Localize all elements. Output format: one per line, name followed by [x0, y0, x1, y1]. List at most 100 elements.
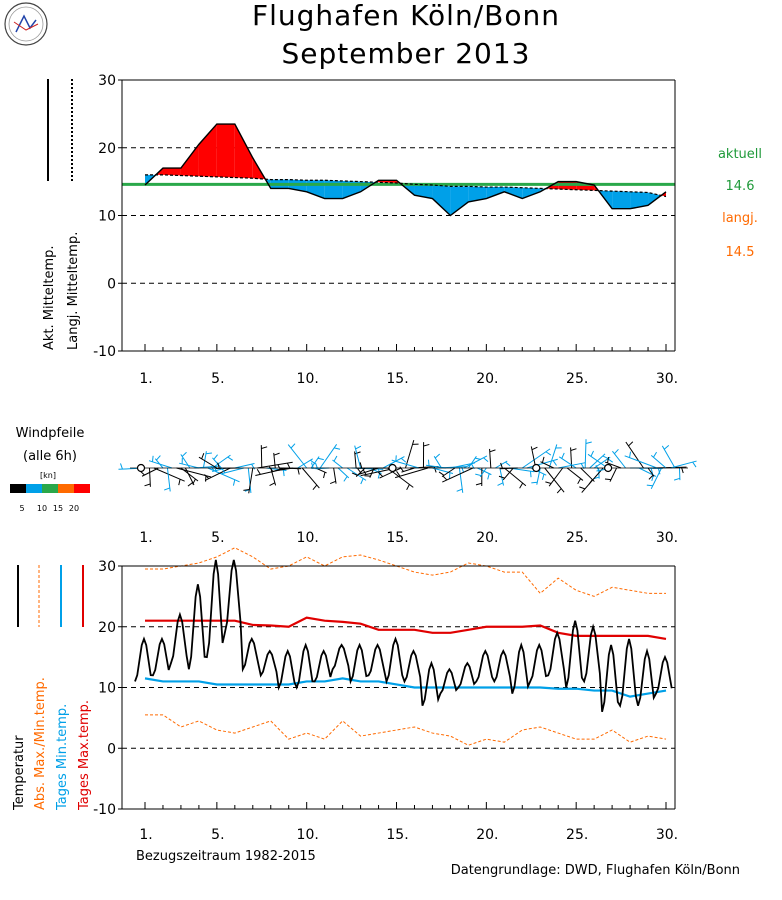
wind-unit: [kn] [40, 471, 56, 480]
wind-barb [607, 456, 610, 464]
wind-barb [541, 456, 545, 463]
anomaly-area [162, 168, 181, 176]
wind-arrow [270, 467, 277, 486]
wind-scale-swatch [74, 484, 90, 493]
wind-barb [359, 462, 363, 469]
wind-arrow [179, 462, 200, 469]
wind-barb [362, 469, 367, 475]
mean-temperature-panel: -10 0 10 20 30 1. 5. 10. 15. 20. 25. 30. Akt. Mitte… [42, 73, 762, 387]
wind-arrow [612, 450, 626, 469]
wind-barb [585, 441, 592, 444]
wind-arrow [489, 448, 492, 469]
wind-barb [427, 459, 430, 466]
wind-arrow [463, 455, 488, 469]
wind-barb [657, 468, 661, 475]
calm-circle [532, 463, 541, 473]
wind-barb [277, 464, 281, 471]
wind-arrows [118, 439, 697, 494]
wind-barb [541, 473, 545, 481]
chart-subtitle: September 2013 [282, 37, 531, 70]
x-tick-label: 10. [297, 371, 319, 387]
wind-title-line1: Windpfeile [16, 426, 85, 441]
wind-arrow [337, 467, 350, 479]
wind-arrow [212, 457, 222, 469]
x-tick-label: 15. [386, 827, 408, 843]
x-tick-label: 20. [476, 371, 498, 387]
ylabel-temperature: Temperatur [12, 735, 27, 811]
wind-barb [333, 455, 338, 462]
wind-arrow [566, 467, 584, 481]
wind-barb [531, 446, 538, 451]
y-tick-label: 10 [98, 681, 116, 697]
wind-barb [312, 484, 318, 490]
y-tick-label: 0 [107, 741, 116, 757]
x-tick-label: 1. [139, 371, 152, 387]
wind-barb [590, 450, 594, 457]
y-tick-label: 30 [98, 73, 116, 89]
wind-barb [434, 453, 441, 459]
wind-barb [378, 472, 384, 477]
wind-arrow [247, 467, 252, 494]
wind-barb [282, 470, 285, 477]
chart-title: Flughafen Köln/Bonn [252, 0, 560, 32]
data-source: Datengrundlage: DWD, Flughafen Köln/Bonn [451, 863, 740, 878]
wind-panel-x-ticks: 1. 5. 10. 15. 20. 25. 30. [139, 530, 678, 546]
wind-title-line2: (alle 6h) [23, 449, 77, 464]
daily-temperature-panel: -10 0 10 20 30 1. 5. 10. 15. 20. 25. 30. Temperatur… [12, 547, 678, 864]
wind-barb [561, 452, 565, 459]
wind-barb [651, 475, 654, 482]
wind-arrow [548, 467, 564, 487]
wind-barb [604, 478, 612, 481]
legend-current-value: 14.6 [726, 179, 755, 194]
wind-barb [243, 489, 250, 491]
wind-arrow [526, 458, 558, 469]
wind-arrow [587, 453, 608, 469]
wind-arrow [391, 459, 420, 469]
temp-panel-lines [134, 547, 673, 746]
wind-arrow [540, 461, 554, 469]
ylabel-current: Akt. Mitteltemp. [42, 245, 57, 350]
anomaly-area [234, 124, 253, 179]
wind-barb [475, 482, 482, 486]
wind-arrow [479, 467, 487, 478]
wind-barb [144, 483, 151, 487]
y-tick-label: 20 [98, 141, 116, 157]
anomaly-area [216, 124, 235, 178]
wind-barb [406, 484, 410, 491]
wind-arrow [166, 467, 171, 492]
wind-barb [355, 445, 362, 450]
wind-arrow [354, 451, 357, 469]
longterm-mean-series [145, 174, 667, 198]
wind-scale-swatch [42, 484, 58, 493]
wind-arrow [153, 467, 185, 482]
wind-barb [423, 443, 430, 447]
abs-max-series [145, 547, 666, 597]
wind-barb [646, 484, 653, 487]
wind-barb [483, 457, 489, 463]
wind-arrow [432, 467, 454, 474]
wind-barb [269, 482, 276, 487]
wind-barb [227, 456, 234, 461]
wind-barb [475, 473, 482, 477]
x-tick-label: 15. [386, 371, 408, 387]
x-tick-label: 25. [566, 371, 588, 387]
wind-arrow [234, 462, 255, 469]
x-tick-label: 20. [476, 827, 498, 843]
wind-scale-swatch [58, 484, 74, 493]
wind-arrow [502, 467, 514, 481]
wind-arrow [558, 456, 577, 469]
wind-arrow [221, 467, 244, 475]
calm-circle [604, 463, 613, 473]
y-tick-label: 30 [98, 559, 116, 575]
legend-longterm-label: langj. [722, 211, 758, 226]
wind-arrow [536, 467, 541, 485]
wind-barb [400, 457, 407, 463]
wind-arrow [661, 445, 676, 469]
wind-barb [297, 468, 300, 475]
wind-barb [317, 457, 324, 461]
wind-barb [552, 460, 557, 466]
anomaly-area [468, 186, 487, 202]
wind-barb [505, 461, 511, 467]
wind-arrow [319, 443, 338, 469]
wind-speed-scale: 5 10 15 20 [10, 484, 90, 513]
